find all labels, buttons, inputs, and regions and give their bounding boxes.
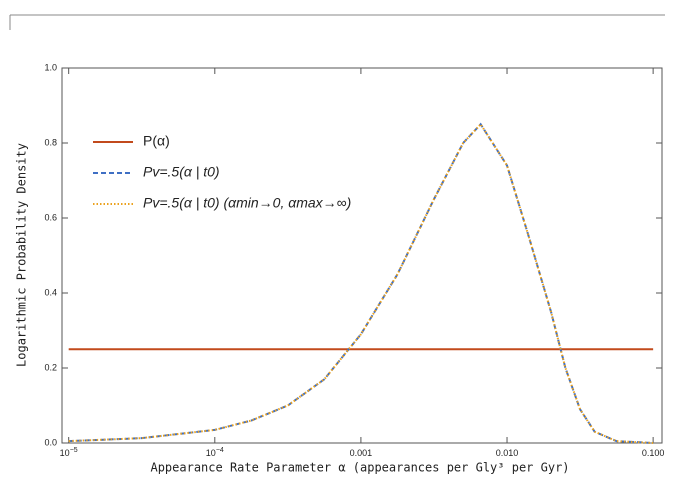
x-tick-label: 10−5 xyxy=(60,447,78,459)
plot-frame xyxy=(61,67,663,444)
y-tick-label: 0.0 xyxy=(44,437,57,447)
x-tick-label-base: 10 xyxy=(60,448,70,458)
series-line xyxy=(68,122,654,444)
x-tick-label: 0.001 xyxy=(350,448,373,458)
x-tick-label-base: 10 xyxy=(206,448,216,458)
x-tick-label-base: 0.100 xyxy=(642,448,665,458)
x-axis-title: Appearance Rate Parameter α (appearances… xyxy=(150,461,569,475)
x-tick-label-exponent: −5 xyxy=(70,447,78,454)
x-tick-label: 0.010 xyxy=(496,448,519,458)
y-tick-label: 0.2 xyxy=(44,362,57,372)
legend-label: Pv=.5(α | t0) (αmin→0, αmax→∞) xyxy=(143,195,351,211)
y-tick-label: 0.6 xyxy=(44,212,57,222)
x-tick-label-base: 0.010 xyxy=(496,448,519,458)
x-tick-label-base: 0.001 xyxy=(350,448,373,458)
x-tick-label: 10−4 xyxy=(206,447,224,459)
x-tick-label: 0.100 xyxy=(642,448,665,458)
y-tick-label: 0.4 xyxy=(44,287,57,297)
legend-label: P(α) xyxy=(143,133,170,149)
legend-label: Pv=.5(α | t0) xyxy=(143,164,220,180)
y-tick-label: 0.8 xyxy=(44,137,57,147)
x-tick-label-exponent: −4 xyxy=(216,447,224,454)
y-tick-label: 1.0 xyxy=(44,62,57,72)
y-axis-title: Logarithmic Probability Density xyxy=(15,143,29,367)
